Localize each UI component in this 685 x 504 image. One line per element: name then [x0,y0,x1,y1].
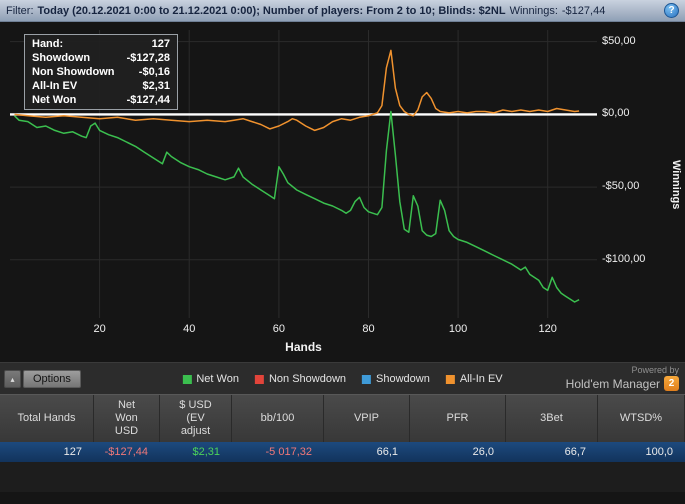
tooltip-row-non-showdown: Non Showdown -$0,16 [25,65,177,79]
column-header-pfr[interactable]: PFR [410,395,506,442]
chart-legend: Net Won Non Showdown Showdown All-In EV [182,363,503,395]
showdown-swatch-icon [362,374,372,384]
cell-usd-ev-adjust: $2,31 [192,446,220,458]
legend-item-showdown[interactable]: Showdown [362,373,430,385]
cell-vpip: 66,1 [376,446,398,458]
x-axis-title: Hands [285,340,322,354]
column-header-total-hands[interactable]: Total Hands [0,395,94,442]
tooltip-label: Net Won [32,94,77,106]
tooltip-value: -$127,44 [126,94,170,106]
tooltip-row-hand: Hand: 127 [25,37,177,51]
hm2-logo-icon: 2 [664,376,679,391]
column-header-usd-ev-adjust[interactable]: $ USD (EV adjust [160,395,232,442]
non-showdown-swatch-icon [254,374,264,384]
options-group: ▴ Options [4,370,81,388]
brand-line: Hold'em Manager 2 [566,376,679,391]
stats-table-row[interactable]: 127 -$127,44 $2,31 -5 017,32 66,1 26,0 6… [0,442,685,462]
net-won-swatch-icon [182,374,192,384]
winnings-label: Winnings: [509,4,558,17]
filter-bar[interactable]: Filter: Today (20.12.2021 0:00 to 21.12.… [0,0,685,22]
tooltip-row-allin-ev: All-In EV $2,31 [25,79,177,93]
tooltip-row-net-won: Net Won -$127,44 [25,93,177,107]
cell-net-won-usd: -$127,44 [104,446,148,458]
allin-ev-swatch-icon [445,374,455,384]
column-header-net-won-usd[interactable]: Net Won USD [94,395,160,442]
cell-bb100: -5 017,32 [265,446,312,458]
tooltip-value: 127 [151,38,170,50]
table-empty-area [0,462,685,492]
tooltip-label: All-In EV [32,80,78,92]
legend-label: Non Showdown [268,373,347,385]
tooltip-label: Hand: [32,38,64,50]
legend-label: Net Won [196,373,239,385]
help-icon[interactable]: ? [664,3,679,18]
column-header-wtsd[interactable]: WTSD% [598,395,685,442]
y-axis-title: Winnings [670,160,682,210]
legend-item-allin-ev[interactable]: All-In EV [445,373,503,385]
winnings-chart: $50,00 $0,00 -$50,00 -$100,00 20 40 60 80 100 12… [0,22,685,362]
tooltip-label: Showdown [32,52,91,64]
branding: Powered by Hold'em Manager 2 [566,365,679,391]
tooltip-value: -$0,16 [138,66,170,78]
column-header-bb100[interactable]: bb/100 [232,395,324,442]
stats-table-header: Total Hands Net Won USD $ USD (EV adjust… [0,394,685,442]
options-button[interactable]: Options [23,370,81,388]
column-header-vpip[interactable]: VPIP [324,395,410,442]
column-header-3bet[interactable]: 3Bet [506,395,598,442]
tooltip-label: Non Showdown [32,66,115,78]
winnings-graph[interactable] [0,22,685,362]
tooltip-value: -$127,28 [126,52,170,64]
filter-label: Filter: [6,4,34,17]
cell-pfr: 26,0 [472,446,494,458]
bottom-panel [0,492,685,504]
tooltip-value: $2,31 [142,80,170,92]
cell-total-hands: 127 [63,446,82,458]
cell-wtsd: 100,0 [645,446,673,458]
cell-3bet: 66,7 [564,446,586,458]
legend-label: All-In EV [459,373,503,385]
app-name: Hold'em Manager [565,376,660,391]
winnings-value: -$127,44 [561,4,606,17]
legend-label: Showdown [376,373,430,385]
tooltip-row-showdown: Showdown -$127,28 [25,51,177,65]
powered-by-text: Powered by [631,365,679,375]
legend-strip: ▴ Options Net Won Non Showdown Showdown … [0,362,685,394]
collapse-caret-button[interactable]: ▴ [4,370,21,388]
legend-item-net-won[interactable]: Net Won [182,373,239,385]
filter-value: Today (20.12.2021 0:00 to 21.12.2021 0:0… [37,4,506,17]
hand-tooltip: Hand: 127 Showdown -$127,28 Non Showdown… [24,34,178,110]
legend-item-non-showdown[interactable]: Non Showdown [254,373,347,385]
